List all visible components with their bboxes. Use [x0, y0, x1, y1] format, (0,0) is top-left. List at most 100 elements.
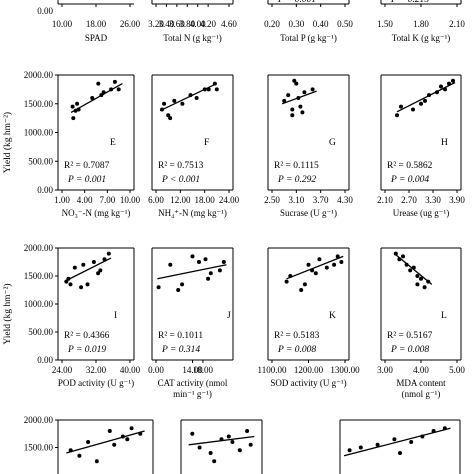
x-tick-label: 0.40 [313, 19, 329, 29]
x-axis-label: POD activity (U g⁻¹) [58, 378, 134, 388]
p-value-label: P = 0.001 [67, 175, 106, 185]
data-point [395, 113, 399, 118]
data-point [290, 113, 295, 118]
x-tick-label: 3.60 [169, 19, 185, 29]
data-point [70, 104, 75, 109]
x-tick-label: 2.10 [449, 19, 465, 29]
data-point [72, 265, 77, 270]
panel-letter: L [441, 311, 447, 321]
data-point [168, 116, 173, 121]
r-squared-label: R² = 0.1115 [274, 161, 319, 171]
data-point [176, 288, 181, 292]
data-point [217, 268, 222, 273]
x-axis-label: CAT activity (nmol [158, 378, 228, 388]
data-point [286, 93, 291, 98]
y-tick-label: 500.00 [28, 156, 53, 166]
data-point [290, 107, 295, 112]
x-tick-label: 24.00 [219, 195, 240, 205]
regression-line [286, 255, 344, 280]
data-point [299, 288, 304, 292]
data-point [81, 262, 86, 267]
p-value-label: P = 0.019 [67, 345, 106, 355]
x-tick-label: 1200.00 [294, 365, 324, 375]
p-value-label: P < 0.001 [161, 175, 200, 185]
data-point [96, 81, 101, 86]
data-point [107, 429, 112, 433]
x-axis-label: NH₄⁺-N (mg kg⁻¹) [158, 208, 227, 218]
regression-line [396, 81, 456, 113]
data-point [237, 448, 242, 453]
data-point [168, 262, 173, 267]
data-point [112, 79, 117, 84]
data-point [375, 442, 380, 447]
panel-letter: J [227, 311, 231, 321]
panel-top-1: 3.203.403.603.804.004.20 4.60 Total N (g k… [148, 0, 237, 43]
data-point [332, 262, 337, 267]
x-tick-label: 14.00 [182, 365, 203, 375]
data-point [248, 442, 253, 447]
panel-letter: F [204, 138, 209, 148]
regression-line [157, 264, 227, 280]
data-point [310, 87, 315, 92]
x-tick-label: 3.20 [148, 19, 164, 29]
y-tick-label: 2000.00 [24, 415, 54, 425]
x-axis-label: min⁻¹ g⁻¹) [173, 389, 212, 399]
data-point [230, 440, 235, 444]
data-point [398, 451, 402, 455]
panel-top-0: 10.00 18.00 26.00 SPAD 0.00 [37, 0, 141, 43]
data-point [324, 265, 329, 270]
data-point [116, 87, 121, 92]
x-tick-label: 1.80 [413, 19, 429, 29]
x-axis-label: SOD activity (U g⁻¹) [270, 378, 346, 388]
y-tick-label: 2000.00 [24, 243, 54, 253]
x-tick-label: 12.00 [170, 195, 191, 205]
regression-line [395, 254, 433, 285]
y-tick-label: 0.00 [37, 6, 53, 16]
data-point [79, 285, 84, 290]
regression-line [281, 90, 317, 105]
x-tick-label: 4.00 [77, 195, 93, 205]
r-squared-label: R² = 0.5862 [387, 161, 433, 171]
data-point [156, 285, 161, 290]
x-tick-label: 1.00 [54, 195, 70, 205]
data-point [302, 90, 307, 95]
panel-top-3: 1.50 1.80 2.10 Total K (g kg⁻¹) P = 0.215 [377, 0, 465, 43]
panel-letter: E [110, 138, 116, 148]
regression-line [66, 257, 112, 282]
p-value-label: P = 0.008 [390, 345, 429, 355]
data-point [245, 429, 250, 433]
data-point [300, 110, 305, 115]
data-point [75, 101, 80, 106]
p-value-label: P = 0.008 [277, 345, 316, 355]
x-tick-label: 3.10 [288, 195, 304, 205]
x-tick-label: 4.30 [337, 195, 353, 205]
data-point [77, 453, 82, 458]
data-point [298, 104, 303, 109]
data-point [106, 251, 111, 256]
x-tick-label: 4.00 [190, 19, 206, 29]
data-point [125, 437, 130, 442]
data-point [401, 254, 405, 259]
data-point [415, 274, 420, 278]
x-tick-label: 3.90 [449, 195, 465, 205]
x-tick-label: 1.50 [377, 19, 393, 29]
y-axis-label: Yield (kg hm⁻²) [2, 283, 13, 344]
data-point [393, 251, 398, 256]
y-tick-label: 1500.00 [24, 443, 54, 453]
data-point [335, 254, 340, 259]
regression-line [188, 435, 255, 446]
x-axis-label: (nmol g⁻¹) [402, 389, 441, 399]
panel-letter: H [441, 138, 448, 148]
data-point [197, 445, 202, 450]
x-tick-label: 18.00 [193, 365, 214, 375]
data-point [208, 271, 213, 276]
panel-i: 24.00 32.00 40.00 POD activity (U g⁻¹) 0.00 5… [2, 243, 141, 388]
x-tick-label: 10.00 [52, 19, 73, 29]
x-tick-label: 3.70 [313, 195, 329, 205]
data-point [208, 451, 213, 455]
x-axis-label: Total K (g kg⁻¹) [392, 33, 451, 43]
